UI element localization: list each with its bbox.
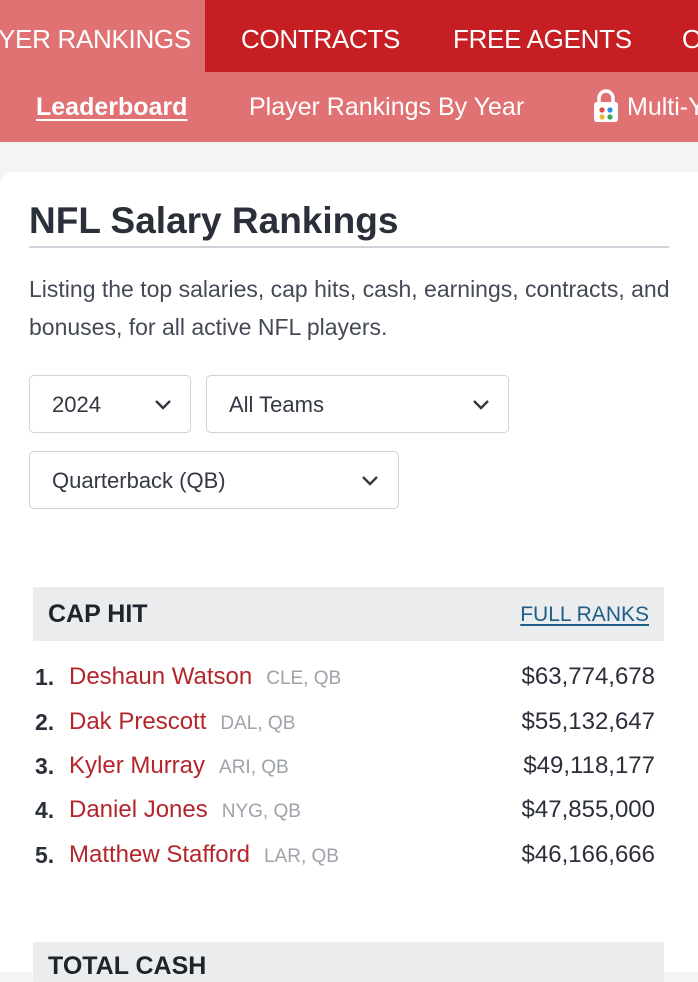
team-select-value: All Teams (229, 392, 324, 417)
page-title: NFL Salary Rankings (29, 200, 399, 241)
cap-hit-title: CAP HIT (48, 600, 148, 628)
position-select-value: Quarterback (QB) (52, 468, 226, 493)
total-cash-header: TOTAL CASH (33, 942, 664, 982)
total-cash-title: TOTAL CASH (48, 952, 207, 980)
subnav-label: Leaderboard (36, 93, 188, 121)
rank-number: 3. (35, 753, 55, 779)
year-select[interactable]: 2024 (29, 375, 191, 433)
year-select-value: 2024 (52, 392, 101, 417)
subnav-leaderboard[interactable]: Leaderboard (36, 72, 187, 142)
cap-hit-amount: $49,118,177 (523, 752, 655, 779)
content-card (0, 172, 698, 972)
player-team: LAR, QB (263, 846, 339, 867)
subnav-player-rankings-by-year[interactable]: Player Rankings By Year (249, 72, 524, 142)
sub-navigation: Leaderboard Player Rankings By Year Mult… (0, 72, 698, 142)
player-link[interactable]: Dak Prescott (69, 708, 207, 735)
cap-hit-amount: $46,166,666 (521, 841, 655, 868)
top-navigation: YER RANKINGS CONTRACTS FREE AGENTS O (0, 0, 698, 72)
player-link[interactable]: Deshaun Watson (69, 663, 253, 690)
full-ranks-link[interactable]: FULL RANKS (520, 603, 649, 626)
title-divider (29, 246, 669, 248)
player-team: CLE, QB (266, 668, 342, 689)
chevron-down-icon (362, 476, 378, 486)
player-team: DAL, QB (220, 713, 296, 734)
team-select[interactable]: All Teams (206, 375, 509, 433)
rank-number: 2. (35, 709, 55, 735)
subnav-label: Player Rankings By Year (249, 93, 525, 121)
ranking-row: 4. Daniel Jones NYG, QB $47,855,000 (35, 790, 655, 830)
player-link[interactable]: Kyler Murray (69, 752, 206, 779)
position-select[interactable]: Quarterback (QB) (29, 451, 399, 509)
rank-number: 5. (35, 842, 55, 868)
cap-hit-header: CAP HIT FULL RANKS (33, 587, 664, 641)
tab-overflow[interactable]: O (682, 0, 698, 72)
cap-hit-amount: $55,132,647 (521, 708, 655, 735)
player-link[interactable]: Daniel Jones (69, 796, 208, 823)
cap-hit-amount: $63,774,678 (521, 663, 655, 690)
ranking-row: 5. Matthew Stafford LAR, QB $46,166,666 (35, 835, 655, 875)
player-team: NYG, QB (221, 801, 301, 822)
rank-number: 1. (35, 664, 55, 690)
page-intro: Listing the top salaries, cap hits, cash… (29, 276, 670, 340)
ranking-row: 3. Kyler Murray ARI, QB $49,118,177 (35, 746, 655, 786)
player-link[interactable]: Matthew Stafford (69, 841, 250, 868)
tab-label: O (682, 24, 698, 54)
subnav-multi-year[interactable]: Multi-Y (627, 72, 698, 142)
tab-free-agents[interactable]: FREE AGENTS (453, 0, 632, 72)
chevron-down-icon (473, 400, 489, 410)
player-team: ARI, QB (219, 757, 289, 778)
ranking-row: 2. Dak Prescott DAL, QB $55,132,647 (35, 702, 655, 742)
ranking-row: 1. Deshaun Watson CLE, QB $63,774,678 (35, 657, 655, 697)
tab-label: CONTRACTS (241, 24, 401, 54)
tab-contracts[interactable]: CONTRACTS (241, 0, 400, 72)
tab-label: YER RANKINGS (0, 24, 191, 54)
lock-icon (591, 88, 621, 129)
subnav-label: Multi-Y (627, 93, 698, 121)
chevron-down-icon (155, 400, 171, 410)
cap-hit-amount: $47,855,000 (521, 796, 655, 823)
tab-player-rankings[interactable]: YER RANKINGS (0, 0, 205, 72)
rank-number: 4. (35, 797, 55, 823)
tab-label: FREE AGENTS (453, 24, 632, 54)
